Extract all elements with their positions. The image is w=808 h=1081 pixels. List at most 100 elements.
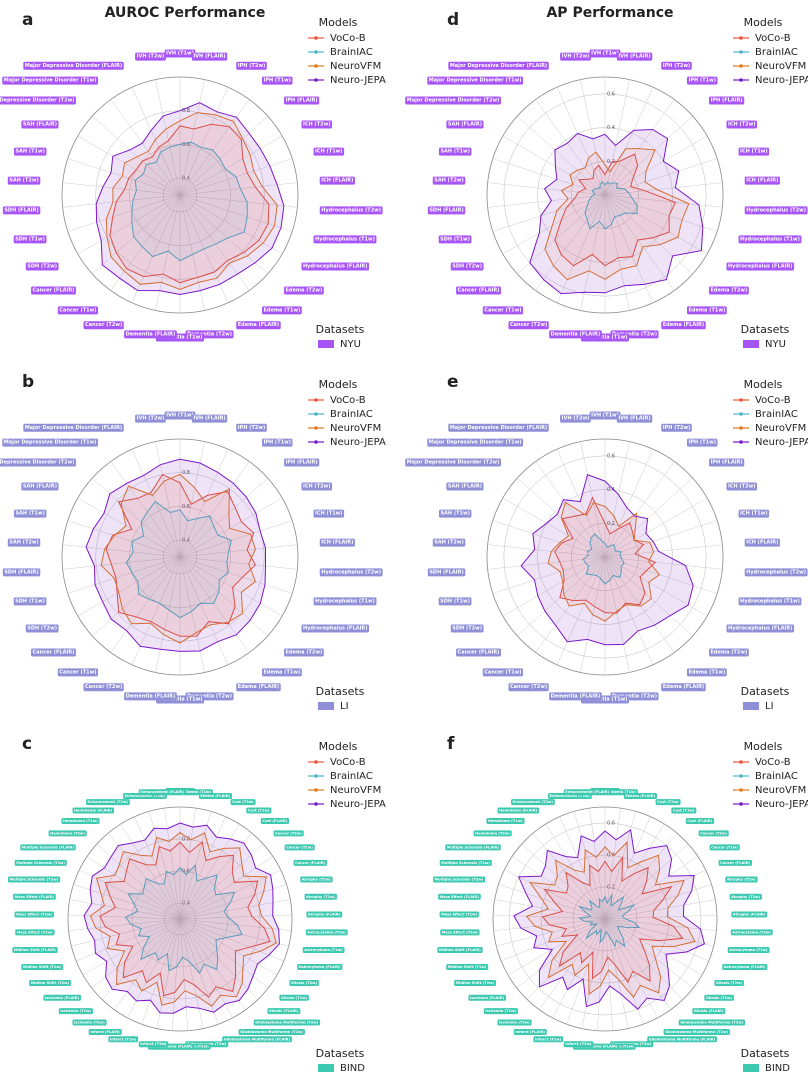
legend-marker	[739, 50, 743, 54]
series-area	[541, 855, 684, 984]
category-label: Hydrocephalus (T1w)	[740, 236, 800, 242]
spoke	[493, 914, 606, 920]
category-label: SDH (T1w)	[440, 598, 470, 604]
dataset-label: LI	[765, 701, 774, 712]
category-label: Multiple Sclerosis (T2w)	[434, 877, 483, 881]
category-label: SDH (FLAIR)	[429, 207, 463, 213]
category-box	[730, 929, 773, 936]
spoke	[82, 918, 181, 976]
spoke	[179, 556, 250, 653]
spoke	[156, 918, 181, 1029]
category-label: Enhancement (T1w)	[125, 794, 166, 798]
spoke	[77, 556, 181, 617]
category-label: Multiple Sclerosis (T2w)	[9, 877, 58, 881]
category-label: SAH (T1w)	[15, 511, 44, 517]
spoke	[517, 194, 606, 275]
category-box	[0, 96, 76, 105]
category-box	[616, 52, 653, 61]
category-box	[686, 76, 718, 85]
spoke	[604, 544, 723, 558]
dataset-label: BIND	[765, 1063, 790, 1074]
category-box	[533, 1036, 564, 1043]
category-label: SAH (FLAIR)	[448, 484, 482, 490]
category-box	[72, 807, 115, 814]
category-label: Major Depressive Disorder (FLAIR)	[25, 425, 122, 431]
category-label: SAH (T1w)	[440, 511, 469, 517]
category-label: SDH (T2w)	[452, 626, 482, 632]
category-box	[686, 306, 727, 315]
dataset-swatch	[318, 340, 334, 348]
category-box	[709, 286, 749, 295]
series-area	[95, 102, 285, 296]
category-label: Cancer (FLAIR)	[458, 288, 500, 294]
category-label: Hematoma (T2w)	[475, 831, 510, 835]
spoke	[604, 556, 723, 570]
legend-label: Neuro-JEPA	[755, 437, 808, 448]
category-box	[563, 1041, 594, 1048]
spoke	[604, 441, 630, 558]
category-box	[25, 624, 59, 633]
category-box	[486, 817, 525, 824]
category-box	[709, 458, 745, 467]
spoke	[131, 194, 181, 303]
category-label: IPH (T1w)	[263, 78, 291, 84]
category-box	[698, 830, 729, 837]
category-label: Cancer (FLAIR)	[458, 650, 500, 656]
category-label: Dementia (T1w)	[583, 697, 628, 703]
category-box	[549, 692, 602, 701]
tick-label: 0.4	[182, 901, 190, 907]
spoke	[164, 808, 181, 920]
spoke	[604, 99, 675, 196]
category-box	[623, 792, 658, 799]
category-box	[284, 844, 315, 851]
category-box	[549, 330, 602, 339]
spoke	[604, 918, 717, 931]
category-label: SAH (T2w)	[434, 540, 463, 546]
category-box	[744, 568, 808, 577]
spoke	[604, 918, 658, 1019]
series-area	[554, 153, 677, 267]
series-area	[105, 112, 278, 290]
spoke	[179, 135, 283, 196]
category-box	[21, 482, 59, 491]
chart-title: AUROC Performance	[105, 5, 266, 21]
category-label: Dementia (T2w)	[612, 693, 657, 699]
category-label: SAH (FLAIR)	[23, 484, 57, 490]
category-label: Hematoma (FLAIR)	[74, 808, 112, 812]
category-label: IVH (T2w)	[562, 416, 590, 422]
legend-label: VoCo-B	[330, 33, 366, 44]
category-label: IPH (FLAIR)	[286, 97, 318, 103]
category-box	[438, 147, 472, 156]
category-label: Dementia (T1w)	[583, 335, 628, 341]
spoke	[604, 556, 708, 617]
category-box	[12, 946, 58, 953]
category-label: Multiple Sclerosis (T1w)	[16, 861, 65, 865]
spoke	[92, 556, 181, 637]
category-label: Midline Shift (T2w)	[31, 981, 70, 985]
category-box	[13, 893, 56, 900]
series-area	[544, 148, 690, 281]
spoke	[604, 449, 654, 558]
category-label: Cancer (FLAIR)	[33, 288, 75, 294]
category-label: Atrophy (T1w)	[306, 895, 335, 899]
spoke	[604, 194, 718, 232]
legend-label: Neuro-JEPA	[755, 75, 808, 86]
category-label: Cyst (FLAIR)	[687, 819, 712, 823]
spoke	[487, 194, 606, 208]
spoke	[604, 182, 723, 196]
spoke	[179, 918, 278, 976]
category-label: Gliosis (FLAIR)	[694, 1009, 724, 1013]
category-box	[319, 568, 383, 577]
panel-label: e	[447, 372, 459, 392]
dataset-label: NYU	[340, 339, 361, 350]
category-box	[319, 206, 383, 215]
category-box	[313, 509, 345, 518]
category-label: Cancer (T1w)	[711, 845, 738, 849]
category-box	[655, 799, 681, 806]
category-box	[124, 330, 177, 339]
legend-marker	[314, 64, 318, 68]
spoke	[179, 914, 292, 920]
tick-label: 0.4	[182, 538, 190, 544]
dataset-legend-title: Datasets	[316, 1047, 365, 1060]
spoke	[501, 918, 606, 962]
